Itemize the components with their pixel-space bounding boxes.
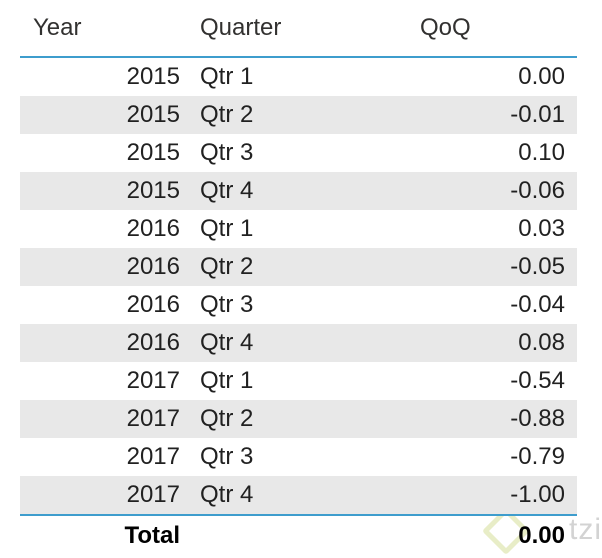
table-row[interactable]: 2015 Qtr 4 -0.06 (20, 172, 577, 210)
year-cell: 2015 (126, 101, 180, 128)
quarter-cell: Qtr 2 (200, 405, 254, 432)
quarter-cell: Qtr 1 (200, 367, 254, 394)
quarter-cell: Qtr 4 (200, 177, 254, 204)
table-header-row: Year Quarter QoQ (20, 0, 577, 58)
table-body: 2015 Qtr 1 0.00 2015 Qtr 2 -0.01 2015 Qt… (20, 58, 577, 514)
quarter-cell: Qtr 3 (200, 139, 254, 166)
watermark-text: tzi (569, 513, 602, 546)
table-row[interactable]: 2015 Qtr 1 0.00 (20, 58, 577, 96)
year-cell: 2017 (126, 405, 180, 432)
table-row[interactable]: 2016 Qtr 2 -0.05 (20, 248, 577, 286)
year-cell: 2017 (126, 367, 180, 394)
table-row[interactable]: 2016 Qtr 3 -0.04 (20, 286, 577, 324)
year-cell: 2015 (126, 139, 180, 166)
column-header-quarter[interactable]: Quarter (200, 14, 282, 41)
table-row[interactable]: 2015 Qtr 3 0.10 (20, 134, 577, 172)
quarter-cell: Qtr 1 (200, 215, 254, 242)
quarter-cell: Qtr 3 (200, 291, 254, 318)
table-row[interactable]: 2016 Qtr 1 0.03 (20, 210, 577, 248)
total-label: Total (124, 522, 180, 549)
year-cell: 2017 (126, 481, 180, 508)
year-cell: 2016 (126, 215, 180, 242)
qoq-cell: 0.10 (518, 139, 565, 166)
qoq-cell: -0.05 (510, 253, 565, 280)
quarter-cell: Qtr 1 (200, 63, 254, 90)
year-cell: 2016 (126, 329, 180, 356)
data-table: Year Quarter QoQ 2015 Qtr 1 0.00 2015 Qt… (20, 0, 577, 556)
qoq-cell: -0.01 (510, 101, 565, 128)
qoq-cell: 0.08 (518, 329, 565, 356)
quarter-cell: Qtr 2 (200, 101, 254, 128)
year-cell: 2015 (126, 63, 180, 90)
qoq-cell: -0.54 (510, 367, 565, 394)
table-row[interactable]: 2017 Qtr 4 -1.00 (20, 476, 577, 514)
table-row[interactable]: 2017 Qtr 1 -0.54 (20, 362, 577, 400)
table-row[interactable]: 2017 Qtr 3 -0.79 (20, 438, 577, 476)
year-cell: 2016 (126, 253, 180, 280)
year-cell: 2017 (126, 443, 180, 470)
table-row[interactable]: 2015 Qtr 2 -0.01 (20, 96, 577, 134)
year-cell: 2015 (126, 177, 180, 204)
qoq-cell: -0.06 (510, 177, 565, 204)
total-qoq-value: 0.00 (518, 522, 565, 549)
column-header-qoq[interactable]: QoQ (420, 14, 471, 41)
qoq-cell: -0.04 (510, 291, 565, 318)
qoq-cell: -0.79 (510, 443, 565, 470)
column-header-year[interactable]: Year (33, 14, 82, 41)
quarter-cell: Qtr 4 (200, 329, 254, 356)
total-row: Total 0.00 (20, 514, 577, 556)
quarter-cell: Qtr 3 (200, 443, 254, 470)
qoq-cell: 0.03 (518, 215, 565, 242)
table-row[interactable]: 2017 Qtr 2 -0.88 (20, 400, 577, 438)
qoq-cell: 0.00 (518, 63, 565, 90)
qoq-cell: -1.00 (510, 481, 565, 508)
quarter-cell: Qtr 2 (200, 253, 254, 280)
qoq-cell: -0.88 (510, 405, 565, 432)
table-row[interactable]: 2016 Qtr 4 0.08 (20, 324, 577, 362)
quarter-cell: Qtr 4 (200, 481, 254, 508)
year-cell: 2016 (126, 291, 180, 318)
